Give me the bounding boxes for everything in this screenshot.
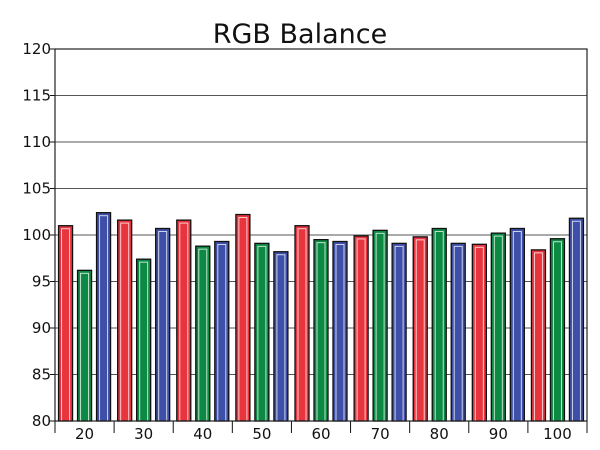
chart-title: RGB Balance — [213, 19, 387, 50]
bar-blue-30 — [155, 227, 171, 422]
bar-blue-40 — [214, 240, 230, 422]
x-tick-label-20: 20 — [75, 425, 94, 443]
bar-blue-50 — [273, 251, 289, 422]
y-tick-label-95: 95 — [32, 273, 51, 291]
bar-green-70 — [372, 229, 388, 422]
y-tick-label-105: 105 — [22, 180, 51, 198]
plot-border — [54, 48, 588, 422]
y-tick-label-120: 120 — [22, 40, 51, 58]
x-tick-label-100: 100 — [543, 425, 572, 443]
bar-blue-60 — [332, 240, 348, 422]
y-tick-labels: 80 85 90 95 100 105 110 115 120 — [22, 40, 51, 430]
bar-red-70 — [353, 235, 369, 422]
bar-blue-20 — [95, 212, 112, 422]
bar-blue-80 — [450, 242, 466, 422]
bar-blue-70 — [391, 242, 407, 422]
y-tick-label-110: 110 — [22, 133, 51, 151]
x-tick-labels: 20 30 40 50 60 70 80 90 100 — [75, 425, 572, 443]
y-tick-label-80: 80 — [32, 412, 51, 430]
bar-red-100 — [530, 249, 547, 422]
x-tick-label-80: 80 — [430, 425, 449, 443]
y-tick-label-90: 90 — [32, 319, 51, 337]
axes — [50, 48, 588, 433]
x-tick-label-60: 60 — [311, 425, 330, 443]
y-tick-label-85: 85 — [32, 366, 51, 384]
bars — [57, 212, 585, 422]
bar-blue-90 — [509, 227, 525, 422]
x-tick-label-30: 30 — [134, 425, 153, 443]
bar-green-90 — [490, 232, 506, 422]
bar-red-90 — [471, 243, 487, 422]
bar-blue-100 — [568, 217, 585, 422]
bar-green-50 — [254, 242, 270, 422]
x-tick-label-70: 70 — [371, 425, 390, 443]
bar-green-30 — [136, 258, 152, 422]
bar-red-50 — [235, 213, 251, 422]
y-tick-label-115: 115 — [22, 87, 51, 105]
y-tick-label-100: 100 — [22, 226, 51, 244]
bar-green-100 — [549, 238, 566, 422]
bar-green-20 — [76, 269, 93, 422]
bar-red-30 — [117, 219, 133, 422]
bar-green-80 — [431, 227, 447, 422]
bar-red-40 — [176, 219, 192, 422]
x-tick-label-50: 50 — [252, 425, 271, 443]
x-tick-label-90: 90 — [489, 425, 508, 443]
bar-red-60 — [294, 225, 310, 422]
bar-green-40 — [195, 245, 211, 422]
bar-green-60 — [313, 238, 329, 422]
x-tick-label-40: 40 — [193, 425, 212, 443]
bar-red-20 — [57, 225, 74, 422]
bar-red-80 — [412, 236, 428, 422]
